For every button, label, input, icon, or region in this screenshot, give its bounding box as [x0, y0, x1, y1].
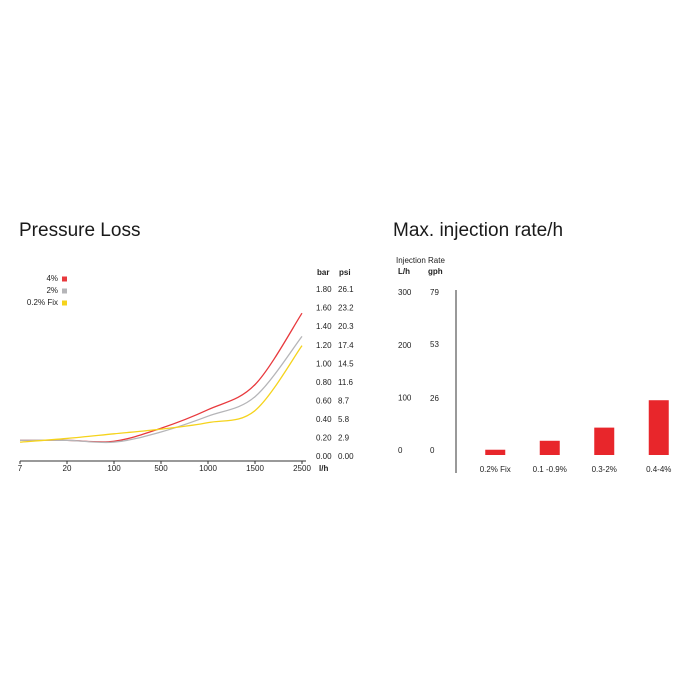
chart-title: Pressure Loss: [19, 220, 140, 241]
y-tick-label: 1.60: [316, 304, 332, 313]
legend-label: 4%: [46, 274, 58, 283]
y2-tick-label: 23.2: [338, 304, 354, 313]
legend-swatch: [62, 276, 67, 282]
x-tick-label: 1000: [199, 464, 217, 473]
y-tick-label: 1.00: [316, 359, 332, 368]
x-tick-label: 2500: [293, 464, 311, 473]
y-tick-label: 200: [398, 341, 412, 350]
x-tick-label: 500: [154, 464, 168, 473]
series-line: [19, 345, 303, 443]
bar: [594, 427, 615, 455]
x-axis-label: l/h: [319, 464, 328, 473]
chart-title: Max. injection rate/h: [393, 220, 563, 241]
y-tick-label: 0: [398, 446, 403, 455]
y2-tick-label: 8.7: [338, 396, 350, 405]
y2-tick-label: 2.9: [338, 434, 350, 443]
y-tick-label: 1.80: [316, 285, 332, 294]
y-axis-label: L/h: [398, 267, 410, 276]
x-tick-label: 7: [18, 464, 23, 473]
y-tick-label: 0.80: [316, 378, 332, 387]
series-line: [19, 335, 303, 444]
y-tick-label: 0.20: [316, 434, 332, 443]
y2-axis-label: gph: [428, 267, 443, 276]
y2-axis-label: psi: [339, 268, 351, 277]
y2-tick-label: 17.4: [338, 341, 354, 350]
y2-tick-label: 20.3: [338, 322, 354, 331]
y-axis-label: bar: [317, 268, 329, 277]
x-tick-label: 1500: [246, 464, 264, 473]
legend-label: 0.2% Fix: [27, 298, 58, 307]
bar: [485, 449, 506, 455]
y2-tick-label: 79: [430, 288, 439, 297]
y-tick-label: 0.00: [316, 452, 332, 461]
y2-tick-label: 26.1: [338, 285, 354, 294]
y2-tick-label: 26: [430, 394, 439, 403]
x-tick-label: 0.4-4%: [646, 465, 671, 474]
series-line: [19, 312, 303, 443]
y-tick-label: 0.60: [316, 396, 332, 405]
legend-swatch: [62, 300, 67, 306]
y2-tick-label: 5.8: [338, 415, 350, 424]
y2-tick-label: 0: [430, 446, 435, 455]
x-tick-label: 100: [107, 464, 121, 473]
x-tick-label: 20: [63, 464, 72, 473]
y2-tick-label: 14.5: [338, 359, 354, 368]
y2-tick-label: 11.6: [338, 378, 354, 387]
y-tick-label: 1.20: [316, 341, 332, 350]
legend-swatch: [62, 288, 67, 294]
y-tick-label: 100: [398, 393, 412, 402]
x-tick-label: 0.2% Fix: [480, 465, 511, 474]
bar: [539, 440, 560, 455]
legend-label: 2%: [46, 286, 58, 295]
y-tick-label: 1.40: [316, 322, 332, 331]
y-tick-label: 300: [398, 288, 412, 297]
x-tick-label: 0.3-2%: [592, 465, 617, 474]
y2-tick-label: 0.00: [338, 452, 354, 461]
axis-title: Injection Rate: [396, 256, 445, 265]
x-tick-label: 0.1 -0.9%: [533, 465, 567, 474]
y2-tick-label: 53: [430, 340, 439, 349]
bar: [648, 400, 669, 455]
y-tick-label: 0.40: [316, 415, 332, 424]
